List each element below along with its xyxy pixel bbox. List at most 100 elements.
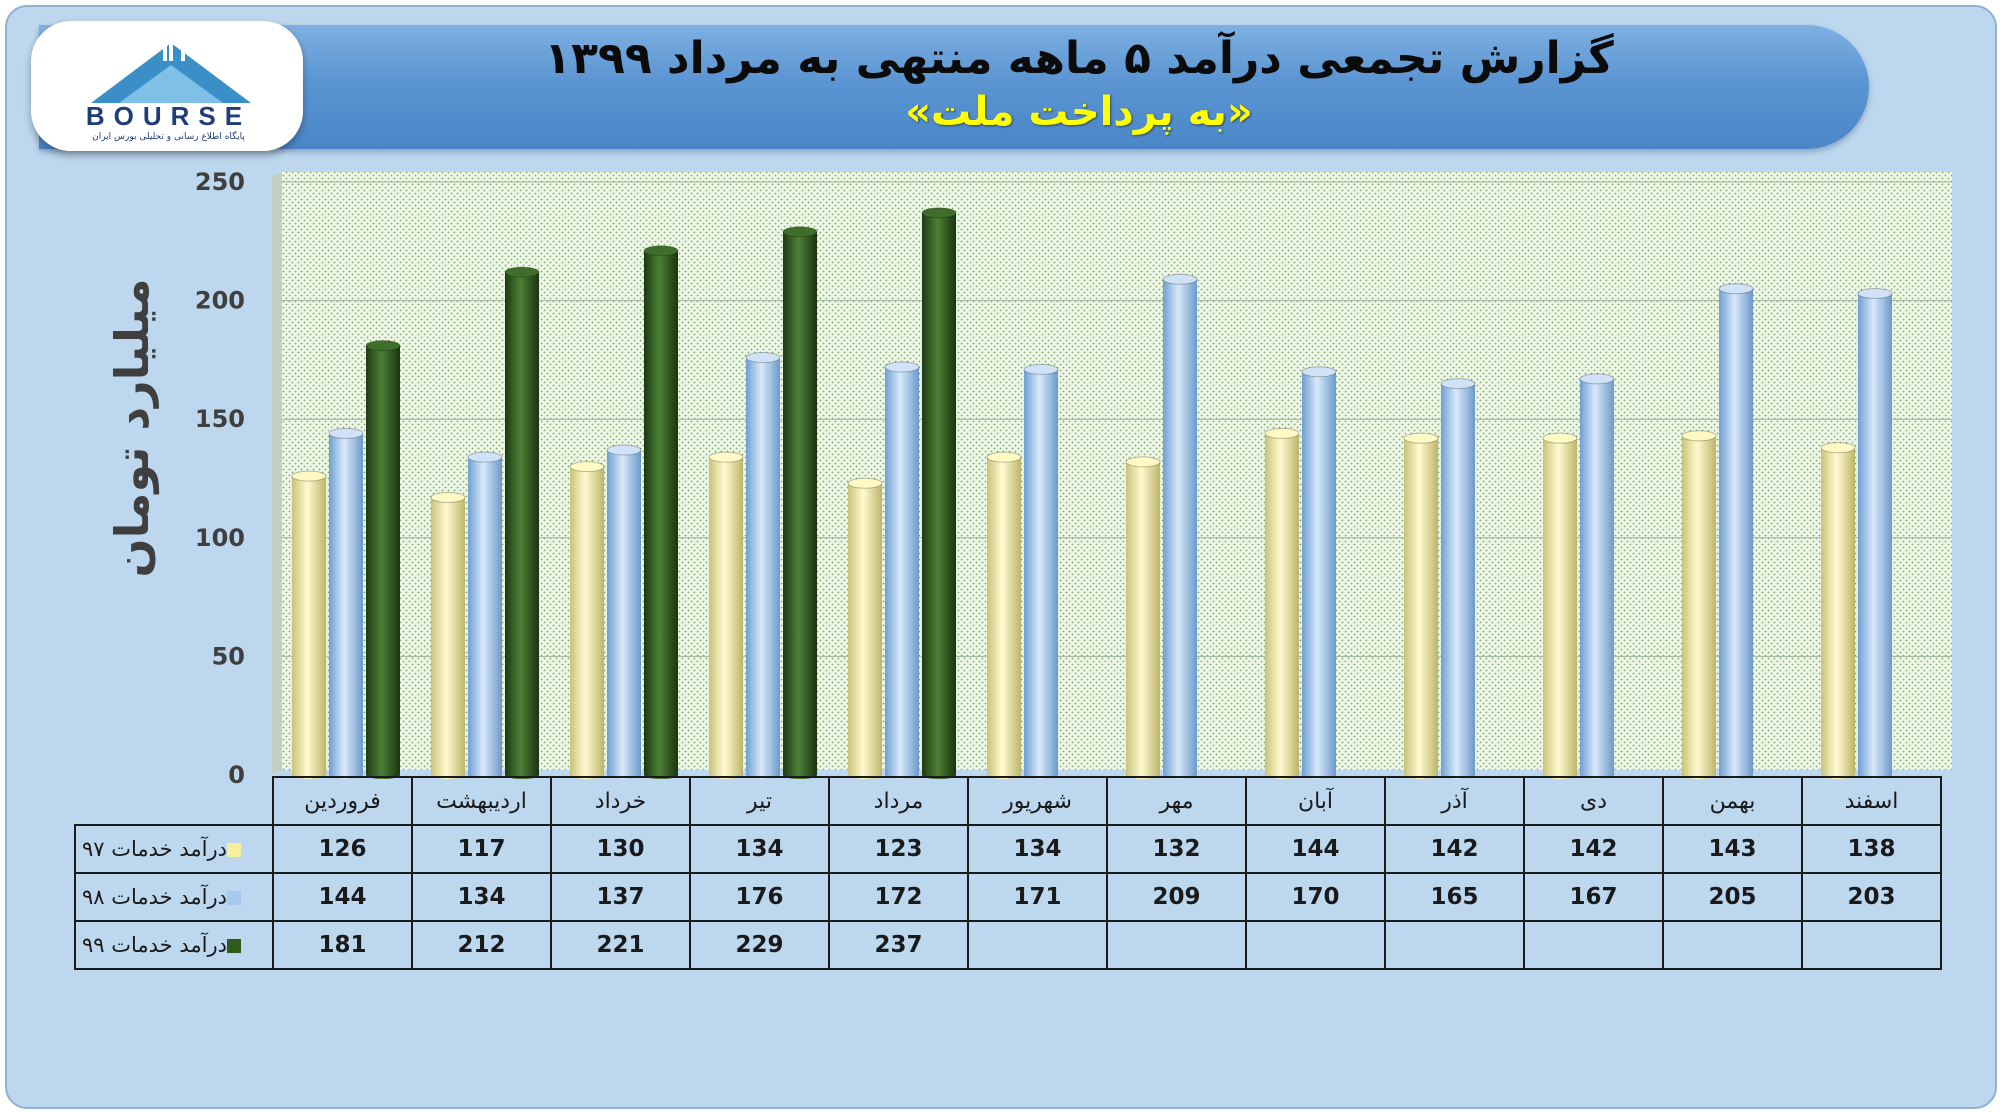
bar-body (885, 367, 919, 775)
bar-cap (1440, 378, 1476, 390)
data-label: 171 (967, 872, 1108, 922)
bar (1264, 427, 1300, 779)
x-tick-label: تیر (689, 776, 830, 826)
logo-mark-icon (91, 33, 251, 103)
x-tick-label: مرداد (828, 776, 969, 826)
bar (1023, 363, 1059, 779)
data-label: 134 (967, 824, 1108, 874)
data-label: 203 (1801, 872, 1942, 922)
legend-entry: درآمد خدمات ۹۸ (74, 872, 274, 922)
table-row: درآمد خدمات ۹۷ 126 117 130 134 123 134 132 144 14… (74, 824, 1942, 874)
data-label: 212 (411, 920, 552, 970)
y-axis-ticks: 0 50 100 150 200 250 (195, 168, 245, 789)
data-label: 144 (1245, 824, 1386, 874)
data-label: 237 (828, 920, 969, 970)
data-label: 126 (272, 824, 413, 874)
bar (1542, 432, 1578, 779)
bar-body (709, 457, 743, 775)
data-label: 134 (411, 872, 552, 922)
bar (986, 451, 1022, 779)
bar-cap (643, 245, 679, 257)
y-tick-label: 150 (195, 405, 245, 433)
bar-series (291, 207, 1893, 779)
bar-cap (921, 207, 957, 219)
table-row: درآمد خدمات ۹۸ 144 134 137 176 172 171 209 170 16… (74, 872, 1942, 922)
bar (1440, 378, 1476, 779)
data-label: 144 (272, 872, 413, 922)
bar-cap (847, 477, 883, 489)
bar (847, 477, 883, 779)
data-label: 142 (1384, 824, 1525, 874)
bar-cap (1718, 283, 1754, 295)
bar-body (987, 457, 1021, 775)
y-axis-label: میلیارد تومان (105, 278, 159, 577)
x-tick-label: خرداد (550, 776, 691, 826)
bar-cap (1301, 366, 1337, 378)
bar-body (1024, 369, 1058, 775)
data-label: 165 (1384, 872, 1525, 922)
bar-cap (986, 451, 1022, 463)
legend-swatch (226, 939, 241, 953)
gridlines (282, 181, 1952, 657)
data-label: 229 (689, 920, 830, 970)
bar (921, 207, 957, 779)
bar-cap (467, 451, 503, 463)
legend-swatch (226, 843, 241, 857)
data-label: 142 (1523, 824, 1664, 874)
x-tick-label: آذر (1384, 776, 1525, 826)
y-tick-label: 100 (195, 524, 245, 552)
bar (643, 245, 679, 779)
bar-body (746, 357, 780, 775)
bar-cap (1542, 432, 1578, 444)
data-label: 181 (272, 920, 413, 970)
bar (291, 470, 327, 779)
bar-cap (606, 444, 642, 456)
bar-cap (1579, 373, 1615, 385)
y-tick-label: 250 (195, 168, 245, 196)
bar-body (1821, 447, 1855, 775)
logo-tagline: پایگاه اطلاع رسانی و تحلیلی بورس ایران (92, 132, 245, 142)
bar-body (607, 450, 641, 775)
chart-subtitle: «به پرداخت ملت» (905, 89, 1253, 135)
y-tick-label: 200 (195, 287, 245, 315)
bar (1820, 442, 1856, 779)
bar-cap (328, 427, 364, 439)
bar (1162, 273, 1198, 779)
data-label (1662, 920, 1803, 970)
bar (1857, 287, 1893, 779)
plot-area (282, 172, 1952, 770)
bar-body (1858, 293, 1892, 775)
bar-cap (884, 361, 920, 373)
bar-body (468, 457, 502, 775)
bourse-logo: BOURSE پایگاه اطلاع رسانی و تحلیلی بورس … (31, 21, 303, 151)
bar-body (783, 231, 817, 775)
bar-cap (1264, 427, 1300, 439)
data-table: فروردین اردیبهشت خرداد تیر مرداد شهریور مهر آبا… (74, 776, 1942, 970)
data-label: 172 (828, 872, 969, 922)
table-corner (75, 777, 273, 825)
bar-body (1126, 461, 1160, 775)
data-label: 209 (1106, 872, 1247, 922)
x-tick-label: اردیبهشت (411, 776, 552, 826)
bar (1125, 456, 1161, 779)
bar-cap (782, 226, 818, 238)
data-label: 170 (1245, 872, 1386, 922)
table-header-row: فروردین اردیبهشت خرداد تیر مرداد شهریور مهر آبا… (75, 776, 1942, 826)
data-label (1523, 920, 1664, 970)
bar (569, 461, 605, 779)
data-label: 117 (411, 824, 552, 874)
bar-cap (569, 461, 605, 473)
bar (467, 451, 503, 779)
data-label: 134 (689, 824, 830, 874)
x-tick-label: فروردین (272, 776, 413, 826)
legend-swatch (226, 891, 241, 905)
bar-body (431, 497, 465, 775)
bar-body (505, 272, 539, 775)
data-label: 221 (550, 920, 691, 970)
legend-entry: درآمد خدمات ۹۷ (74, 824, 274, 874)
data-label: 167 (1523, 872, 1664, 922)
bar (328, 427, 364, 779)
bar (708, 451, 744, 779)
bar (1403, 432, 1439, 779)
bar (1579, 373, 1615, 779)
